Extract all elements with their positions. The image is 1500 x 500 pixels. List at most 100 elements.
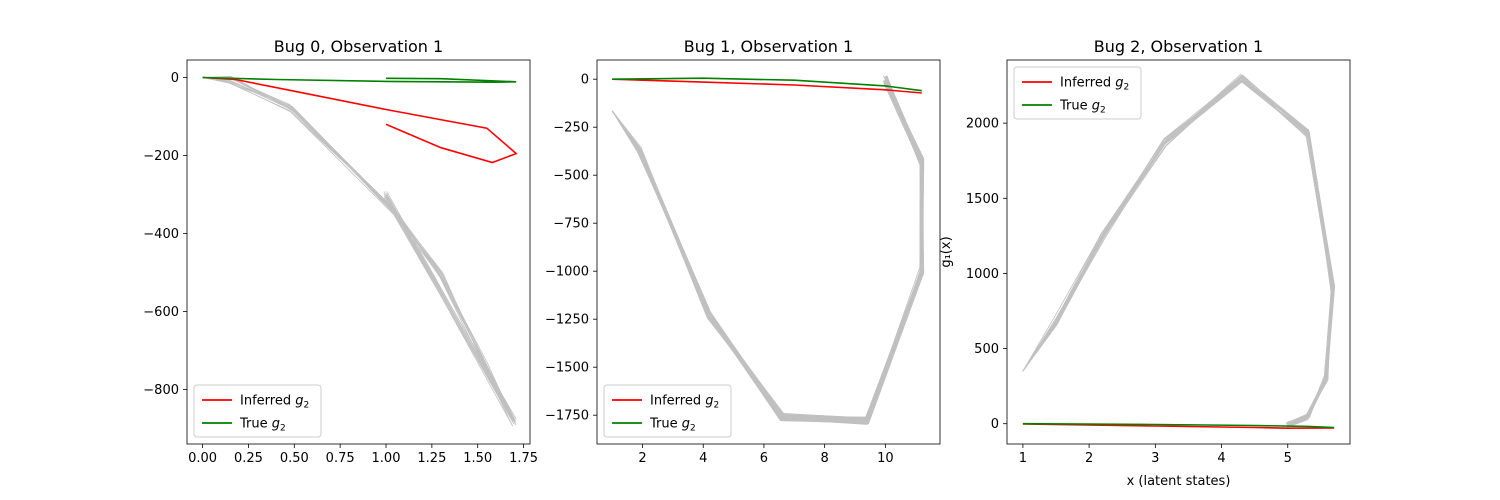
x-tick-label: 3: [1151, 451, 1159, 466]
sample-line: [1022, 73, 1333, 425]
sample-line: [611, 75, 924, 422]
sample-trajectories: [1022, 73, 1336, 428]
legend-box: [1013, 66, 1142, 120]
x-tick-label: 1.75: [509, 451, 538, 466]
sample-line: [611, 80, 924, 422]
sample-line: [611, 75, 922, 420]
y-tick-label: 1000: [966, 267, 999, 282]
sample-line: [202, 77, 514, 427]
sample-line: [611, 81, 925, 419]
x-tick-label: 6: [760, 451, 768, 466]
sample-line: [611, 80, 925, 423]
axes-frame: [186, 59, 531, 445]
chart-title: Bug 1, Observation 1: [684, 37, 853, 56]
y-tick-label: −1250: [545, 313, 589, 328]
sample-line: [611, 77, 923, 424]
sample-line: [611, 82, 925, 420]
sample-line: [611, 77, 923, 423]
sample-line: [611, 76, 923, 424]
y-tick-label: −400: [143, 227, 179, 242]
y-tick-label: 2000: [966, 117, 999, 132]
sample-line: [611, 80, 922, 418]
x-tick-label: 4: [1217, 451, 1225, 466]
sample-line: [1022, 74, 1333, 423]
sample-line: [1022, 80, 1336, 426]
sample-trajectories: [202, 75, 517, 427]
x-tick-label: 1.50: [463, 451, 492, 466]
axes-frame: [596, 59, 941, 445]
chart-title: Bug 2, Observation 1: [1094, 37, 1263, 56]
sample-line: [611, 82, 925, 422]
legend: Inferred g2 True g2: [193, 384, 322, 438]
legend-label: True g2: [649, 417, 696, 434]
x-tick-label: 1.00: [372, 451, 401, 466]
sample-line: [611, 79, 925, 419]
x-tick-label: 0.50: [280, 451, 309, 466]
chart-panel-0: 0.00 0.25 0.50 0.75 1.00 1.25 1.50 1.75 0 −200 −40…: [143, 37, 538, 466]
chart-panel-1: 2 4 6 8 10 0 −250 −500 −750 −1000 −1250 −1500 −1750 B…: [545, 37, 941, 466]
sample-line: [611, 80, 924, 422]
sample-line: [611, 75, 925, 419]
sample-line: [611, 81, 925, 425]
x-tick-label: 0.25: [234, 451, 263, 466]
x-tick-label: 10: [877, 451, 894, 466]
sample-line: [611, 79, 924, 425]
y-tick-label: −1500: [545, 361, 589, 376]
sample-line: [202, 77, 514, 421]
x-tick-label: 8: [821, 451, 829, 466]
sample-line: [202, 77, 516, 422]
y-tick-label: −500: [553, 169, 589, 184]
legend-label: True g2: [239, 417, 286, 434]
sample-line: [202, 76, 516, 423]
legend-label: Inferred g2: [650, 394, 719, 411]
series-true-line: [1022, 422, 1335, 429]
series-true-line: [612, 77, 922, 92]
series-inferred-line: [1022, 423, 1335, 430]
y-tick-label: −750: [553, 217, 589, 232]
sample-line: [611, 80, 924, 425]
sample-line: [611, 81, 925, 425]
sample-line: [611, 76, 924, 424]
legend: Inferred g2 True g2: [603, 384, 732, 438]
y-axis-label: g₁(x): [939, 236, 954, 267]
sample-line: [611, 75, 922, 421]
chart-panel-2: 1 2 3 4 5 0 500 1000 1500 2000 Bug 2, Observation …: [939, 37, 1351, 489]
legend-label: Inferred g2: [240, 394, 309, 411]
sample-line: [611, 82, 925, 421]
sample-line: [611, 80, 924, 422]
sample-line: [202, 76, 515, 419]
legend-box: [603, 384, 732, 438]
y-tick-label: −200: [143, 149, 179, 164]
axes-frame: [1006, 59, 1351, 445]
series-inferred-line: [612, 78, 922, 94]
sample-line: [611, 82, 923, 423]
sample-line: [611, 77, 924, 425]
sample-line: [611, 75, 924, 418]
sample-line: [611, 79, 924, 421]
y-tick-label: 500: [974, 342, 999, 357]
sample-line: [611, 79, 924, 423]
series-true-line: [202, 76, 517, 84]
sample-line: [611, 81, 923, 424]
sample-line: [202, 77, 517, 420]
sample-line: [202, 77, 514, 421]
sample-line: [611, 76, 922, 420]
x-axis-label: x (latent states): [1127, 474, 1231, 489]
y-tick-label: −1000: [545, 265, 589, 280]
sample-line: [611, 79, 924, 421]
sample-line: [202, 77, 516, 423]
sample-line: [611, 76, 923, 419]
x-tick-label: 0.75: [326, 451, 355, 466]
y-tick-label: 1500: [966, 192, 999, 207]
x-tick-label: 1: [1019, 451, 1027, 466]
sample-line: [611, 82, 924, 422]
sample-trajectories: [611, 75, 925, 425]
legend: Inferred g2 True g2: [1013, 66, 1142, 120]
y-tick-label: −250: [553, 121, 589, 136]
legend-box: [193, 384, 322, 438]
x-tick-label: 0.00: [188, 451, 217, 466]
sample-line: [611, 76, 923, 420]
sample-line: [611, 75, 925, 420]
y-tick-label: 0: [581, 73, 589, 88]
